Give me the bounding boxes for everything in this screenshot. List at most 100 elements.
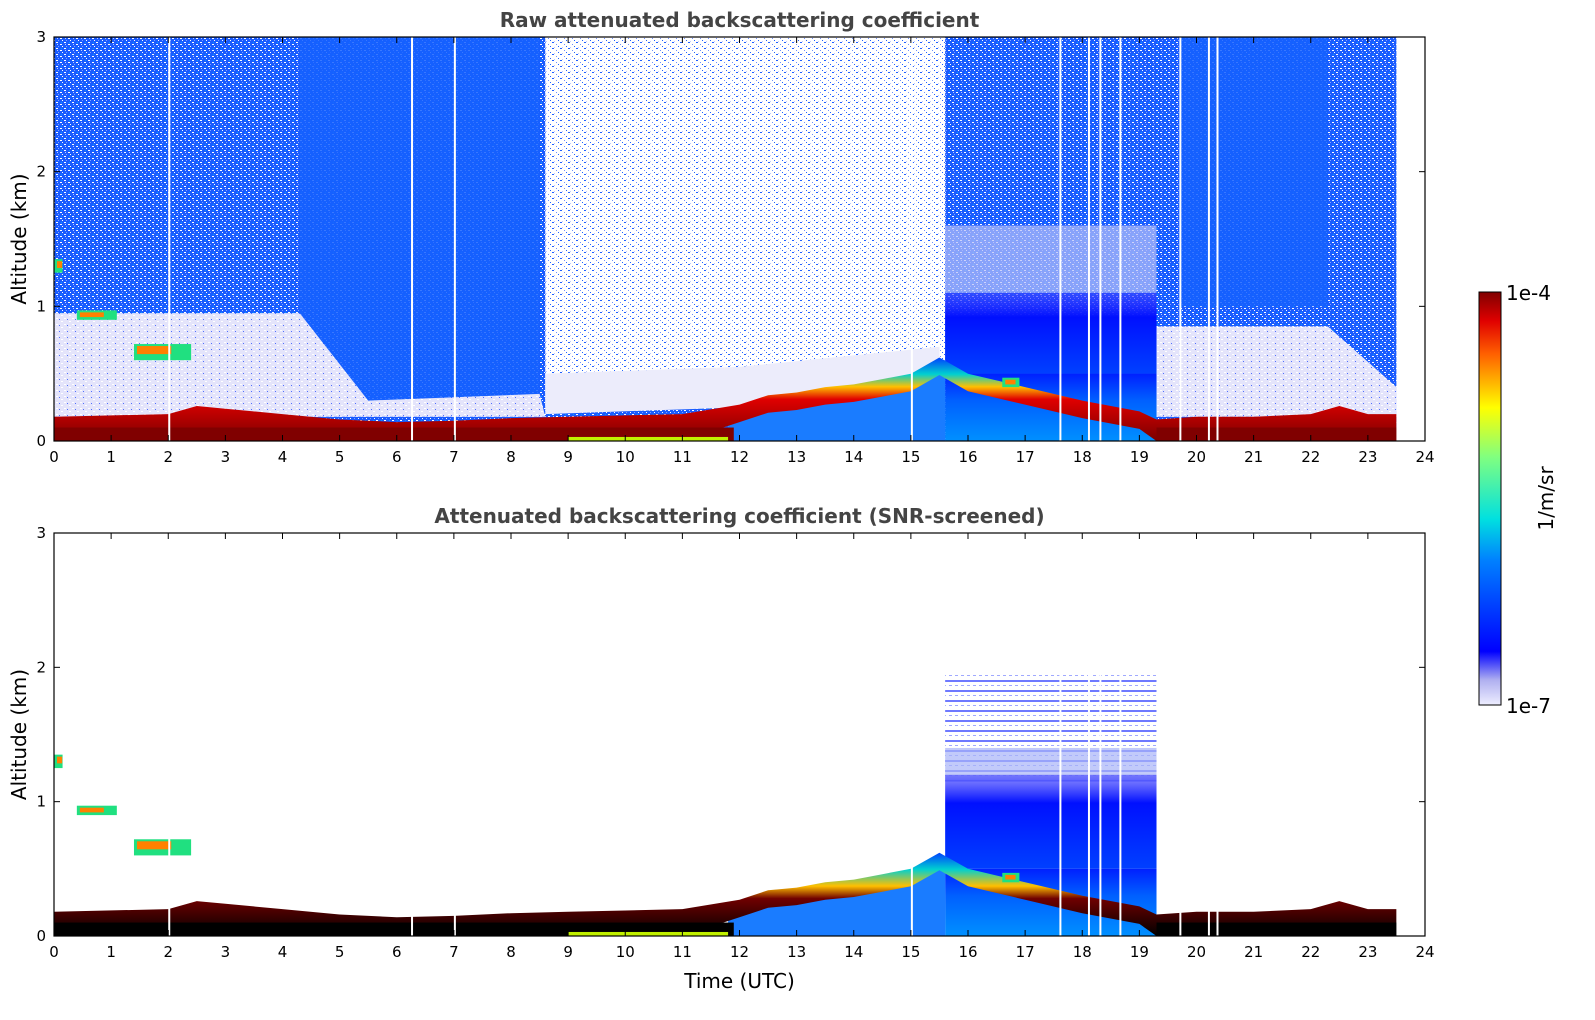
x-tick-label: 18	[1073, 943, 1092, 961]
x-tick-label: 19	[1130, 448, 1149, 466]
x-tick-label: 8	[506, 943, 516, 961]
low-signal-region	[545, 346, 940, 415]
x-tick-label: 4	[278, 943, 288, 961]
cloud-layer	[945, 292, 1157, 374]
data-gap	[1216, 37, 1219, 441]
x-tick-label: 6	[392, 448, 402, 466]
aerosol-patch-core	[79, 312, 104, 318]
aerosol-patch-core	[1005, 379, 1016, 385]
aerosol-patch-core	[1005, 874, 1016, 880]
data-gap	[1119, 37, 1122, 441]
x-tick-label: 19	[1130, 943, 1149, 961]
data-gap	[168, 37, 171, 441]
y-tick-label: 1	[36, 793, 46, 811]
data-gap	[1059, 533, 1062, 936]
data-gap	[910, 37, 913, 441]
x-tick-label: 16	[958, 943, 977, 961]
y-tick-label: 0	[36, 927, 46, 945]
data-gap	[1179, 37, 1182, 441]
y-tick-label: 2	[36, 163, 46, 181]
data-gap	[453, 37, 456, 441]
surface-strip	[568, 436, 729, 441]
data-gap	[453, 533, 456, 936]
aerosol-patch-core	[136, 346, 172, 355]
x-tick-label: 5	[335, 448, 345, 466]
x-tick-label: 13	[787, 448, 806, 466]
aerosol-patch-core	[79, 807, 104, 813]
x-tick-label: 3	[221, 448, 231, 466]
low-signal-region	[1156, 326, 1397, 417]
data-gap	[1059, 37, 1062, 441]
y-tick-label: 0	[36, 432, 46, 450]
x-tick-label: 1	[106, 448, 116, 466]
plot-background	[54, 533, 1425, 936]
surface-strip	[1156, 427, 1397, 441]
x-tick-label: 8	[506, 448, 516, 466]
x-tick-label: 24	[1415, 943, 1434, 961]
x-tick-label: 15	[901, 943, 920, 961]
data-gap	[1087, 533, 1090, 936]
low-signal-region	[54, 313, 546, 417]
data-gap	[168, 533, 171, 936]
x-tick-label: 7	[449, 943, 459, 961]
x-tick-label: 12	[730, 448, 749, 466]
data-gap	[910, 533, 913, 936]
x-tick-label: 16	[958, 448, 977, 466]
data-gap	[1099, 533, 1102, 936]
data-gap	[1099, 37, 1102, 441]
x-tick-label: 3	[221, 943, 231, 961]
data-gap	[1179, 533, 1182, 936]
x-tick-label: 7	[449, 448, 459, 466]
surface-strip	[568, 931, 729, 936]
no-data-region	[1396, 37, 1425, 441]
x-tick-label: 20	[1187, 448, 1206, 466]
x-tick-label: 1	[106, 943, 116, 961]
x-tick-label: 11	[673, 943, 692, 961]
raw-backscatter-panel: 0 1 2 3 4 5 6 7 8 9 10 11 12 13 14 15 16 17 18 19 20 21 22 23 24…	[7, 8, 1435, 466]
sparse-noise	[545, 37, 946, 408]
colorbar: 1e-4 1e-7 1/m/sr	[1478, 281, 1558, 718]
surface-strip	[54, 922, 734, 936]
x-tick-label: 5	[335, 943, 345, 961]
x-tick-label: 10	[616, 943, 635, 961]
x-tick-label: 18	[1073, 448, 1092, 466]
y-tick-label: 2	[36, 658, 46, 676]
surface-strip	[54, 427, 734, 441]
data-gap	[411, 533, 414, 936]
y-tick-label: 1	[36, 297, 46, 315]
chart-title: Attenuated backscattering coefficient (S…	[434, 504, 1044, 528]
colorbar-label: 1/m/sr	[1534, 466, 1558, 531]
aerosol-patch-core	[57, 261, 63, 268]
x-tick-label: 14	[844, 448, 863, 466]
data-gap	[1207, 37, 1210, 441]
x-tick-label: 2	[163, 448, 173, 466]
no-data-region	[1396, 533, 1425, 936]
x-tick-label: 22	[1301, 448, 1320, 466]
y-axis-label: Altitude (km)	[7, 173, 31, 304]
x-tick-label: 20	[1187, 943, 1206, 961]
surface-strip	[1156, 922, 1397, 936]
aerosol-patch-core	[57, 756, 63, 764]
above-cloud-region	[945, 225, 1157, 293]
x-tick-label: 23	[1358, 448, 1377, 466]
y-axis-label: Altitude (km)	[7, 669, 31, 800]
y-tick-label: 3	[36, 524, 46, 542]
x-tick-label: 9	[563, 448, 573, 466]
plot-area	[54, 533, 1425, 936]
x-tick-label: 2	[163, 943, 173, 961]
x-tick-label: 4	[278, 448, 288, 466]
y-tick-label: 3	[36, 28, 46, 46]
data-gap	[1087, 37, 1090, 441]
screened-backscatter-panel: 0 1 2 3 4 5 6 7 8 9 10 11 12 13 14 15 16 17 18 19 20 21 22 23 24…	[7, 504, 1435, 993]
data-gap	[411, 37, 414, 441]
colorbar-min-label: 1e-7	[1506, 694, 1551, 718]
x-axis-label: Time (UTC)	[683, 969, 795, 993]
x-tick-label: 10	[616, 448, 635, 466]
x-tick-label: 9	[563, 943, 573, 961]
data-gap	[1207, 533, 1210, 936]
x-tick-label: 17	[1016, 448, 1035, 466]
x-tick-label: 13	[787, 943, 806, 961]
x-tick-label: 22	[1301, 943, 1320, 961]
colorbar-gradient	[1478, 291, 1502, 706]
